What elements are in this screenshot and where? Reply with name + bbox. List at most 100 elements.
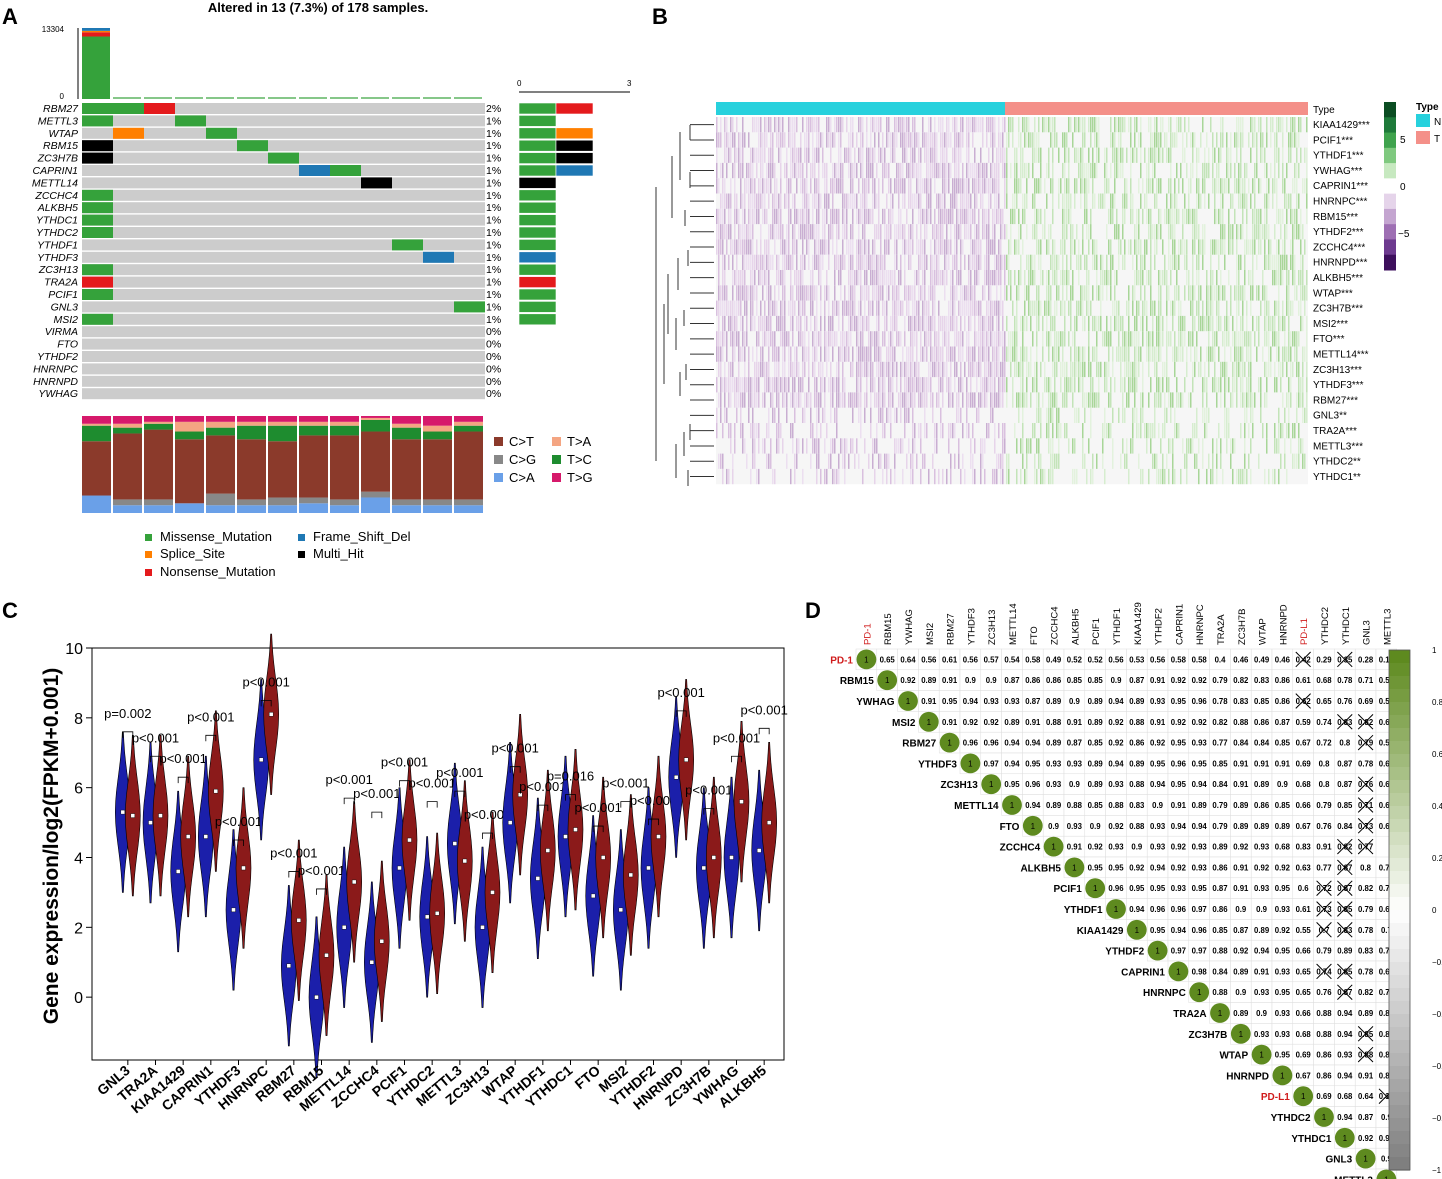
heatmap-cell bbox=[986, 423, 988, 439]
oncoprint-cell bbox=[454, 115, 485, 127]
heatmap-cell bbox=[1172, 392, 1174, 408]
heatmap-cell bbox=[1204, 315, 1206, 332]
heatmap-cell bbox=[880, 346, 882, 362]
heatmap-cell bbox=[1154, 453, 1156, 469]
heatmap-cell bbox=[1018, 392, 1020, 408]
heatmap-cell bbox=[1152, 162, 1154, 179]
heatmap-cell bbox=[1020, 254, 1022, 270]
heatmap-cell bbox=[968, 423, 970, 439]
heatmap-cell bbox=[1220, 193, 1222, 209]
heatmap-cell bbox=[964, 315, 966, 332]
heatmap-cell bbox=[1196, 300, 1198, 316]
heatmap-cell bbox=[990, 392, 992, 408]
heatmap-cell bbox=[1292, 254, 1294, 270]
heatmap-cell bbox=[914, 361, 916, 378]
oncoprint-cell bbox=[144, 313, 175, 325]
heatmap-cell bbox=[1138, 132, 1140, 148]
oncoprint-cell bbox=[361, 127, 392, 139]
heatmap-cell bbox=[1174, 361, 1176, 378]
heatmap-cell bbox=[1120, 162, 1122, 179]
heatmap-cell bbox=[1286, 468, 1288, 485]
heatmap-cell bbox=[972, 300, 974, 316]
heatmap-cell bbox=[1076, 315, 1078, 332]
heatmap-cell bbox=[992, 468, 994, 485]
heatmap-cell bbox=[716, 132, 718, 148]
heatmap-cell bbox=[996, 346, 998, 362]
heatmap-cell bbox=[1004, 346, 1006, 362]
heatmap-cell bbox=[1254, 162, 1256, 179]
heatmap-cell bbox=[988, 193, 990, 209]
heatmap-cell bbox=[1156, 178, 1158, 194]
heatmap-cell bbox=[1154, 361, 1156, 378]
heatmap-cell bbox=[786, 147, 788, 163]
median-marker bbox=[434, 911, 440, 916]
heatmap-cell bbox=[812, 361, 814, 378]
heatmap-cell bbox=[754, 254, 756, 270]
heatmap-cell bbox=[768, 239, 770, 255]
heatmap-cell bbox=[976, 117, 978, 133]
heatmap-cell bbox=[1142, 407, 1144, 423]
heatmap-cell bbox=[942, 132, 944, 148]
heatmap-cell bbox=[778, 208, 780, 225]
heatmap-cell bbox=[722, 285, 724, 301]
heatmap-cell bbox=[1254, 331, 1256, 347]
heatmap-cell bbox=[1098, 132, 1100, 148]
heatmap-cell bbox=[832, 315, 834, 332]
heatmap-cell bbox=[1222, 285, 1224, 301]
heatmap-cell bbox=[1196, 453, 1198, 469]
heatmap-cell bbox=[798, 162, 800, 179]
heatmap-cell bbox=[1014, 315, 1016, 332]
heatmap-cell bbox=[766, 270, 768, 286]
heatmap-cell bbox=[792, 285, 794, 301]
heatmap-cell bbox=[808, 117, 810, 133]
heatmap-cell bbox=[1110, 285, 1112, 301]
heatmap-cell bbox=[1300, 315, 1302, 332]
heatmap-cell bbox=[820, 193, 822, 209]
heatmap-cell bbox=[1224, 377, 1226, 393]
heatmap-cell bbox=[988, 300, 990, 316]
heatmap-cell bbox=[762, 361, 764, 378]
heatmap-cell bbox=[794, 453, 796, 469]
heatmap-cell bbox=[870, 361, 872, 378]
heatmap-cell bbox=[1214, 331, 1216, 347]
heatmap-cell bbox=[798, 361, 800, 378]
heatmap-cell bbox=[1116, 346, 1118, 362]
heatmap-cell bbox=[954, 162, 956, 179]
heatmap-cell bbox=[720, 377, 722, 393]
heatmap-cell bbox=[1236, 315, 1238, 332]
heatmap-cell bbox=[728, 132, 730, 148]
heatmap-cell bbox=[1070, 300, 1072, 316]
heatmap-cell bbox=[952, 147, 954, 163]
heatmap-cell bbox=[1136, 117, 1138, 133]
heatmap-cell bbox=[978, 208, 980, 225]
heatmap-cell bbox=[1252, 208, 1254, 225]
heatmap-cell bbox=[1282, 300, 1284, 316]
oncoprint-cell bbox=[392, 326, 423, 338]
heatmap-cell bbox=[766, 162, 768, 179]
heatmap-cell bbox=[1232, 315, 1234, 332]
heatmap-cell bbox=[970, 208, 972, 225]
heatmap-cell bbox=[1024, 285, 1026, 301]
heatmap-cell bbox=[1220, 178, 1222, 194]
heatmap-cell bbox=[922, 377, 924, 393]
heatmap-cell bbox=[912, 117, 914, 133]
oncoprint-cell bbox=[454, 127, 485, 139]
p-value: p=0.016 bbox=[547, 769, 594, 784]
heatmap-cell bbox=[876, 423, 878, 439]
heatmap-cell bbox=[1134, 407, 1136, 423]
heatmap-cell bbox=[1218, 162, 1220, 179]
heatmap-cell bbox=[920, 208, 922, 225]
heatmap-cell bbox=[846, 117, 848, 133]
heatmap-cell bbox=[766, 285, 768, 301]
heatmap-cell bbox=[1086, 178, 1088, 194]
significance-bracket bbox=[537, 804, 549, 812]
heatmap-cell bbox=[984, 285, 986, 301]
heatmap-cell bbox=[772, 392, 774, 408]
heatmap-cell bbox=[1110, 117, 1112, 133]
titv-segment bbox=[330, 416, 359, 422]
heatmap-cell bbox=[768, 361, 770, 378]
heatmap-cell bbox=[890, 147, 892, 163]
heatmap-cell bbox=[1072, 361, 1074, 378]
heatmap-cell bbox=[762, 254, 764, 270]
heatmap-cell bbox=[1116, 208, 1118, 225]
